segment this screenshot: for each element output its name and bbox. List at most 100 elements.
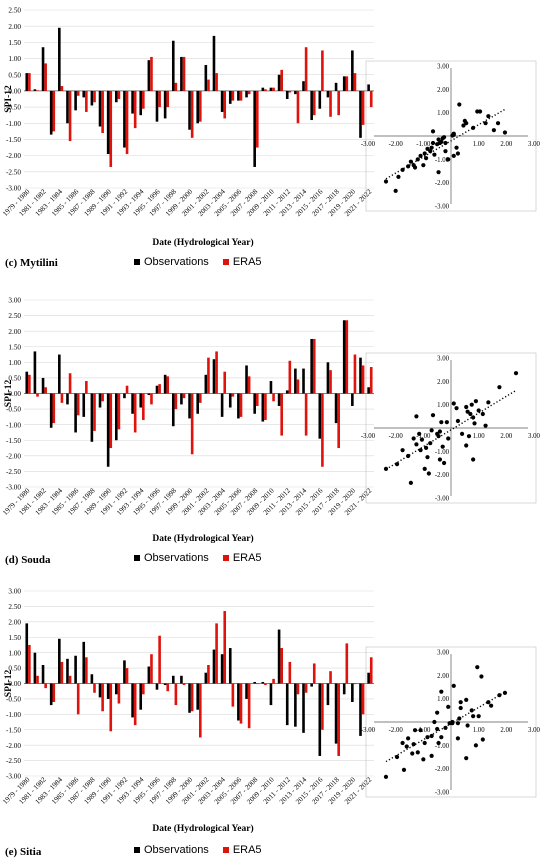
bar-observations: [326, 683, 330, 706]
scatter-point: [425, 735, 430, 740]
scatter-point: [502, 690, 508, 695]
bar-era5: [296, 379, 300, 394]
scatter-point: [415, 750, 420, 755]
bar-era5: [239, 683, 243, 724]
bar-observations: [139, 90, 143, 116]
scatter-point: [476, 408, 481, 413]
bar-observations: [367, 387, 370, 394]
scatter-y-tick-label: -3.00: [435, 204, 450, 211]
x-axis-label: Date (Hydrological Year): [152, 823, 253, 834]
bar-observations: [285, 683, 289, 726]
bar-observations: [147, 666, 151, 684]
bar-era5: [125, 385, 129, 394]
bar-observations: [188, 393, 191, 419]
scatter-point: [430, 413, 436, 418]
bar-observations: [66, 393, 69, 405]
bar-era5: [150, 56, 153, 91]
scatter-point: [464, 756, 469, 761]
bar-era5: [304, 683, 308, 693]
scatter-point: [471, 457, 476, 462]
scatter-point: [455, 736, 461, 741]
scatter-point: [477, 109, 483, 114]
bar-observations: [41, 47, 45, 91]
bar-observations: [253, 90, 256, 167]
y-tick-label: 0.50: [8, 71, 21, 79]
bar-era5: [85, 381, 88, 394]
bar-observations: [171, 40, 175, 91]
scatter-point: [422, 151, 427, 156]
y-tick-label: -2.00: [6, 742, 21, 750]
bar-observations: [212, 359, 216, 394]
bar-observations: [131, 90, 134, 114]
scatter-y-tick-label: 3.00: [437, 64, 449, 71]
scatter-point: [414, 442, 419, 447]
bar-observations: [49, 683, 53, 706]
scatter-point: [414, 414, 419, 419]
bar-era5: [101, 683, 104, 712]
scatter-y-tick-label: -2.00: [435, 180, 450, 187]
bar-observations: [228, 393, 232, 408]
bar-era5: [207, 357, 210, 394]
bar-observations: [204, 65, 208, 91]
scatter-point: [383, 774, 389, 779]
y-tick-label: 0.50: [8, 665, 21, 673]
bar-era5: [158, 384, 161, 394]
y-tick-label: 1.50: [8, 39, 21, 47]
bar-observations: [106, 393, 110, 467]
bar-observations: [237, 683, 240, 721]
bar-observations: [285, 390, 289, 394]
legend-souda: Observations ERA5: [134, 552, 276, 564]
bar-observations: [49, 393, 53, 428]
scatter-point: [436, 137, 441, 142]
scatter-y-tick-label: 2.00: [437, 673, 449, 680]
scatter-point: [444, 420, 449, 425]
bar-era5: [93, 393, 96, 431]
bar-observations: [90, 90, 94, 106]
scatter-point: [471, 415, 476, 420]
bar-observations: [294, 90, 297, 95]
bar-era5: [329, 90, 332, 117]
scatter-point: [436, 434, 441, 439]
y-tick-label: 2.00: [8, 328, 21, 336]
y-tick-label: 2.50: [8, 603, 21, 611]
scatter-x-tick-label: 3.00: [528, 141, 540, 148]
bar-era5: [280, 393, 283, 436]
bar-era5: [247, 90, 251, 95]
bar-era5: [182, 393, 186, 399]
bar-observations: [74, 655, 77, 684]
bar-observations: [58, 27, 61, 91]
scatter-panel-1: -3.00 -2.00 -1.00 1.00 2.00 3.00 3.00 2.00 1.00 -…: [361, 352, 541, 504]
scatter-point: [439, 139, 444, 144]
bar-observations: [245, 90, 248, 98]
bar-era5: [44, 683, 47, 689]
bar-observations: [180, 675, 183, 684]
bar-era5: [52, 90, 56, 132]
bar-observations: [245, 365, 248, 394]
scatter-frame: [365, 646, 537, 798]
bar-era5: [199, 393, 202, 403]
scatter-point: [437, 457, 443, 462]
bar-era5: [239, 393, 243, 417]
bar-observations: [269, 87, 273, 91]
scatter-point: [436, 740, 441, 746]
scatter-point: [457, 102, 462, 107]
scatter-point: [457, 716, 462, 721]
scatter-point: [425, 455, 430, 460]
bar-observations: [277, 629, 281, 684]
bar-era5: [207, 79, 210, 91]
bar-observations: [318, 683, 322, 756]
scatter-point: [451, 131, 456, 136]
scatter-point: [432, 152, 437, 157]
bar-observations: [163, 683, 167, 686]
bar-era5: [321, 50, 324, 91]
scatter-y-tick-label: 2.00: [437, 379, 449, 386]
y-tick-label: -3.00: [6, 185, 21, 193]
y-tick-label: -2.50: [6, 168, 21, 176]
bar-observations: [74, 393, 77, 433]
scatter-point: [450, 721, 455, 726]
scatter-point: [421, 163, 426, 168]
bar-era5: [361, 365, 365, 394]
scatter-x-tick-label: -2.00: [389, 141, 404, 148]
bar-observations: [49, 90, 53, 135]
bar-observations: [155, 90, 159, 122]
